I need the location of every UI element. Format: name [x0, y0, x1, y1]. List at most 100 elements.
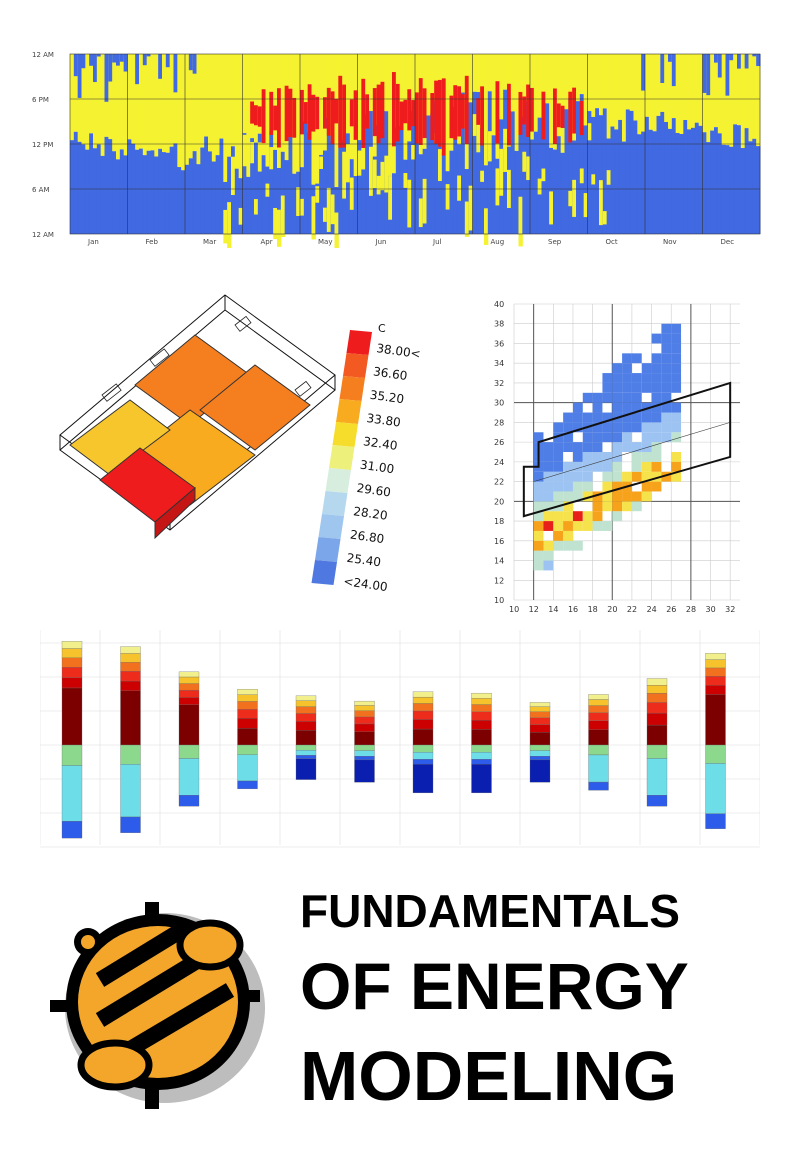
psychro-y-tick: 12 [494, 576, 504, 585]
bar-month-6 [354, 700, 375, 783]
heatmap-x-tick: Sep [548, 238, 562, 246]
psychro-y-tick: 14 [494, 557, 504, 566]
psychrometric-chart: 10 12 14 16 18 20 22 24 26 28 30 32 40 38 36 34 32 30 28 26… [490, 298, 746, 616]
heatmap-x-tick: Feb [146, 238, 159, 246]
heatmap-x-tick: Aug [491, 238, 505, 246]
legend-label: 35.20 [369, 388, 405, 407]
heatmap-y-tick: 6 AM [32, 186, 50, 194]
psychro-y-tick: 18 [494, 517, 504, 526]
psychro-y-tick: 10 [494, 596, 504, 605]
legend-swatch [318, 514, 344, 539]
psychro-x-tick: 20 [607, 605, 617, 614]
legend-label: 28.20 [352, 504, 388, 523]
legend-label: 26.80 [349, 528, 385, 547]
psychro-x-tick: 28 [686, 605, 696, 614]
psychro-x-tick: 14 [548, 605, 558, 614]
heatmap-cells [70, 54, 761, 255]
psychro-x-tick: 12 [529, 605, 539, 614]
bar-month-12 [705, 653, 726, 829]
comfort-zone [522, 381, 732, 518]
bar-month-1 [61, 641, 83, 839]
heatmap-x-tick: Oct [606, 238, 618, 246]
psychro-y-tick: 28 [494, 418, 504, 427]
legend-label: 25.40 [346, 551, 382, 570]
psychro-x-tick: 30 [706, 605, 716, 614]
psychro-y-tick: 34 [494, 359, 504, 368]
bar-svg [39, 574, 761, 848]
bar-month-3 [178, 671, 200, 807]
psychro-y-tick: 36 [494, 339, 504, 348]
heatmap-svg: 12 AM 6 PM 12 PM 6 AM 12 AM Jan Feb Mar Apr May Ju… [32, 51, 761, 255]
bar-month-2 [120, 646, 141, 833]
legend-unit: C [378, 322, 386, 335]
psychro-cells [533, 323, 682, 571]
heatmap-grid [69, 53, 761, 235]
heatmap-x-tick: Mar [203, 238, 216, 246]
zone-east-right [199, 364, 311, 451]
psychro-y-tick: 22 [494, 478, 504, 487]
psychro-x-tick: 32 [725, 605, 735, 614]
building-svg [59, 294, 336, 540]
temperature-legend: C 38.00< 36.60 35.20 33.80 32.40 31.00 29.60 28.… [300, 320, 422, 600]
legend-swatch [332, 422, 358, 447]
psychro-svg: 10 12 14 16 18 20 22 24 26 28 30 32 40 38 36 34 32 30 28 26… [494, 300, 740, 614]
legend-swatch [343, 353, 369, 378]
bar-month-11 [646, 678, 668, 807]
psychro-y-tick: 30 [494, 399, 504, 408]
psychro-y-tick: 38 [494, 320, 504, 329]
legend-swatch [311, 560, 337, 585]
psychro-x-tick: 22 [627, 605, 637, 614]
bar-month-5 [295, 695, 317, 780]
heatmap-x-tick: Jun [375, 238, 387, 246]
legend-swatch [322, 491, 348, 516]
annual-comfort-heatmap: 12 AM 6 PM 12 PM 6 AM 12 AM Jan Feb Mar Apr May Ju… [30, 48, 770, 255]
legend-swatch [336, 399, 362, 424]
psychro-y-tick: 26 [494, 438, 504, 447]
heatmap-x-tick: Nov [663, 238, 677, 246]
psychro-y-tick: 32 [494, 379, 504, 388]
heatmap-y-tick: 6 PM [32, 96, 49, 104]
bar-month-8 [471, 692, 492, 794]
legend-label: 36.60 [372, 364, 408, 383]
heatmap-x-tick: Apr [261, 238, 273, 246]
zone-south-side [154, 486, 196, 540]
title-line-3: MODELING [300, 1037, 678, 1115]
bar-month-4 [237, 688, 258, 790]
psychro-x-tick: 24 [647, 605, 657, 614]
legend-swatch [315, 537, 341, 562]
psychro-x-tick: 10 [509, 605, 519, 614]
bar-month-10 [588, 694, 609, 791]
title-line-1: FUNDAMENTALS [300, 885, 680, 937]
heatmap-x-tick: May [318, 238, 332, 246]
psychro-x-tick: 16 [568, 605, 578, 614]
heatmap-x-tick: Dec [721, 238, 735, 246]
heatmap-y-tick: 12 AM [32, 231, 54, 239]
bar-month-7 [412, 691, 434, 794]
building-3d-model [50, 290, 340, 550]
psychro-y-tick: 20 [494, 497, 504, 506]
honeybee-logo [40, 890, 290, 1120]
psychro-y-tick: 40 [494, 300, 504, 309]
monthly-energy-balance-chart [39, 574, 761, 850]
legend-label: 31.00 [359, 458, 395, 477]
heatmap-x-tick: Jan [87, 238, 99, 246]
psychro-x-tick: 26 [666, 605, 676, 614]
legend-swatch [346, 330, 372, 355]
legend-swatch [339, 376, 365, 401]
heatmap-x-tick: Jul [432, 238, 442, 246]
legend-label: 32.40 [362, 434, 398, 453]
bar-month-9 [529, 702, 551, 783]
heatmap-y-tick: 12 AM [32, 51, 54, 59]
title-line-2: OF ENERGY [300, 949, 689, 1023]
legend-label: <24.00 [343, 574, 389, 594]
legend-label: 33.80 [366, 411, 402, 430]
psychro-y-tick: 24 [494, 458, 504, 467]
legend-label: 38.00< [376, 341, 420, 361]
zone-west [69, 399, 171, 476]
legend-svg: C 38.00< 36.60 35.20 33.80 32.40 31.00 29.60 28.… [311, 322, 422, 594]
honeybee-logo-svg [50, 902, 265, 1109]
heatmap-y-tick: 12 PM [32, 141, 53, 149]
legend-swatch [329, 445, 355, 470]
logo-body [77, 918, 244, 1091]
psychro-y-tick: 16 [494, 537, 504, 546]
